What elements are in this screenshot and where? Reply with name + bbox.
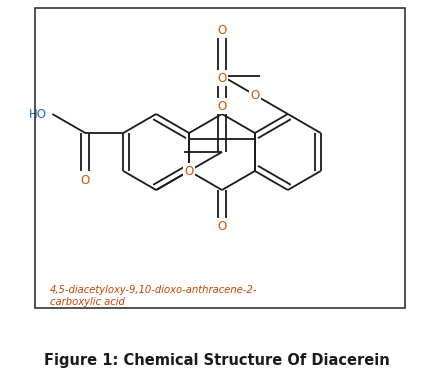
- Text: HO: HO: [30, 107, 47, 121]
- Text: O: O: [217, 219, 226, 233]
- Bar: [35, 8, 404, 308]
- Text: Figure 1: Chemical Structure Of Diacerein: Figure 1: Chemical Structure Of Diacerei…: [44, 352, 389, 368]
- Text: O: O: [217, 100, 226, 112]
- Text: O: O: [80, 173, 90, 186]
- Text: O: O: [217, 23, 226, 37]
- Text: 4,5-diacetyloxy-9,10-dioxo-anthracene-2-
carboxylic acid: 4,5-diacetyloxy-9,10-dioxo-anthracene-2-…: [50, 285, 257, 307]
- Text: O: O: [184, 165, 193, 177]
- Text: O: O: [217, 72, 226, 84]
- Text: O: O: [250, 89, 259, 102]
